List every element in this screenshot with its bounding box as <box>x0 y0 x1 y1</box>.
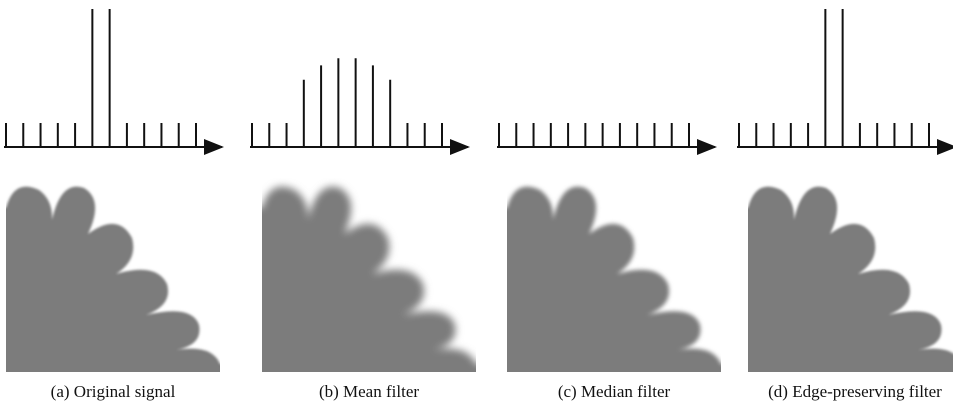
caption: (b) Mean filter <box>319 382 419 401</box>
caption: (a) Original signal <box>51 382 176 401</box>
image <box>497 178 731 382</box>
caption: (d) Edge-preserving filter <box>768 382 942 401</box>
panel: (c) Median filter <box>497 123 731 401</box>
image <box>0 178 230 382</box>
image <box>738 178 953 382</box>
panel: (a) Original signal <box>0 9 230 401</box>
figure: (a) Original signal (b) Mean filter (c) Me… <box>0 0 953 412</box>
panel: (b) Mean filter <box>250 58 486 401</box>
caption: (c) Median filter <box>558 382 671 401</box>
image <box>252 178 486 382</box>
panel: (d) Edge-preserving filter <box>737 9 953 401</box>
